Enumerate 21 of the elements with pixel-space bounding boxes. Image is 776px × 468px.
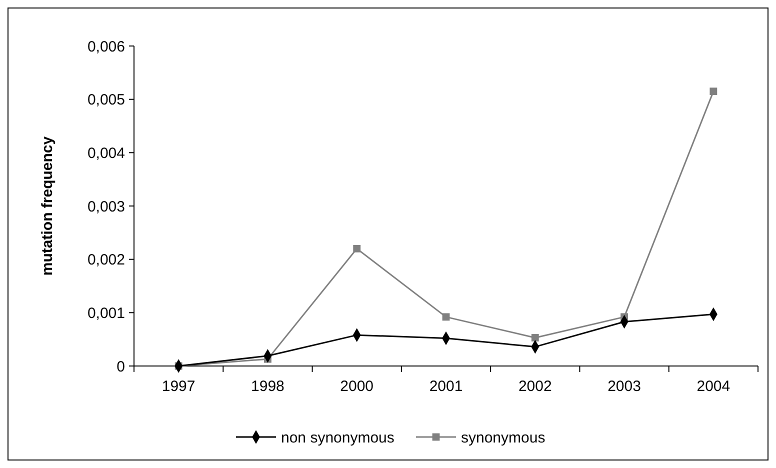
x-tick-label: 2000 (340, 378, 374, 395)
x-tick-label: 2004 (696, 378, 730, 395)
y-tick-label: 0,005 (87, 92, 125, 109)
x-tick-label: 2002 (518, 378, 552, 395)
legend-label: non synonymous (281, 429, 394, 446)
y-tick-label: 0,006 (87, 38, 125, 56)
point (531, 334, 539, 342)
x-tick-label: 1997 (162, 378, 196, 395)
y-tick-label: 0 (116, 358, 125, 376)
y-tick-label: 0,004 (87, 144, 125, 162)
y-axis-title: mutation frequency (39, 136, 56, 276)
x-tick-label: 2001 (429, 378, 463, 395)
y-tick-label: 0,003 (87, 198, 125, 216)
y-tick-label: 0,001 (87, 304, 125, 322)
legend-label: synonymous (461, 429, 546, 446)
point (442, 313, 450, 321)
x-tick-label: 2003 (608, 378, 641, 395)
y-tick-label: 0,002 (87, 252, 125, 269)
point (710, 88, 718, 96)
x-tick-label: 1998 (251, 378, 284, 395)
point (353, 244, 361, 252)
